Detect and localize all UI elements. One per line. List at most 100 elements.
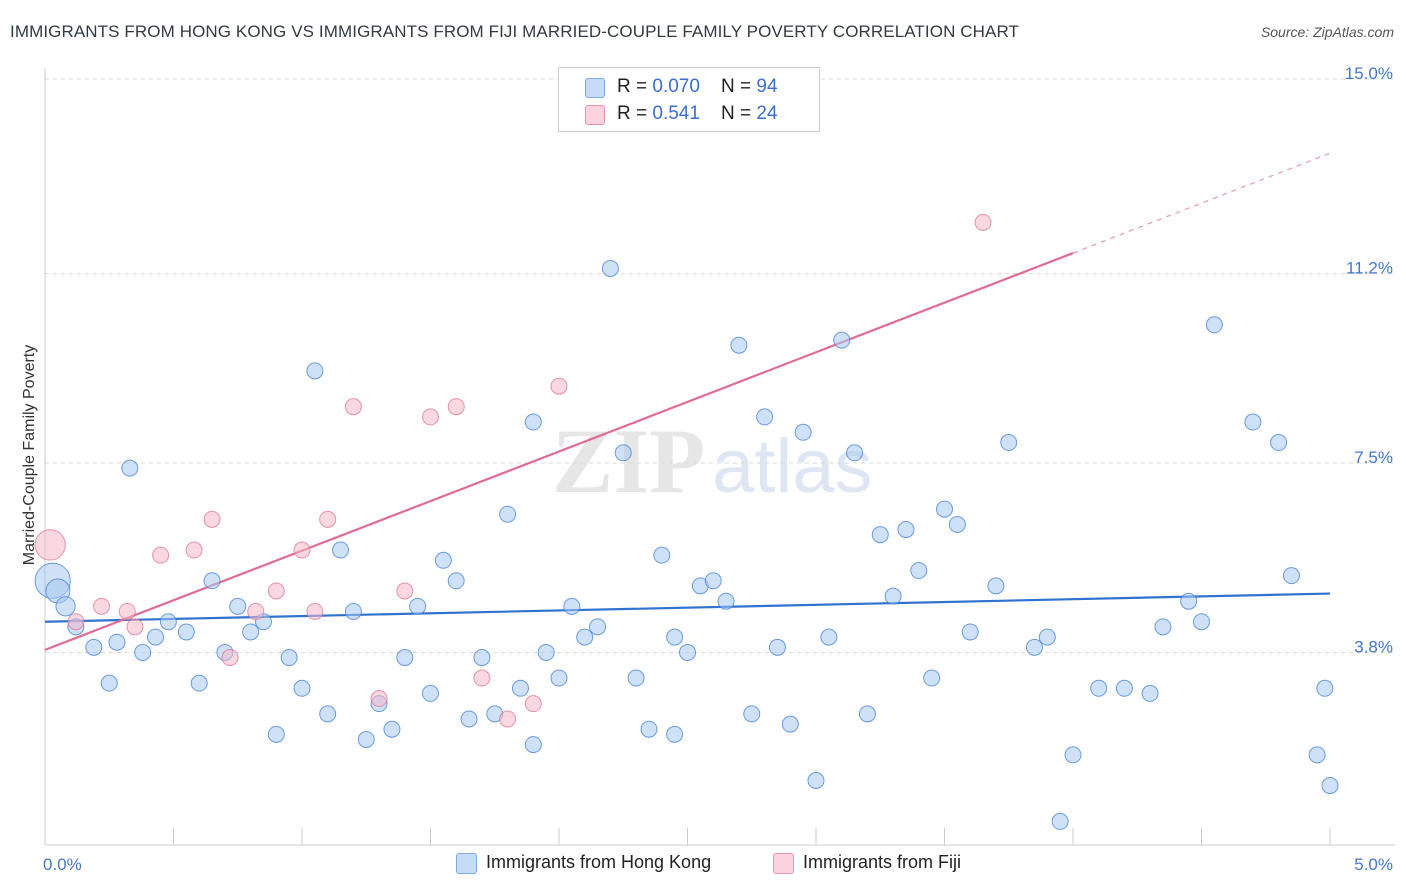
y-tick-label: 7.5% [1354, 448, 1393, 467]
y-tick-label: 11.2% [1346, 259, 1393, 278]
x-tick-label: 5.0% [1354, 855, 1393, 874]
hong-kong-point [319, 705, 337, 723]
hong-kong-point [1205, 316, 1223, 334]
fiji-point [550, 377, 568, 395]
hong-kong-point [422, 684, 439, 702]
fiji-trend-extension [1072, 152, 1331, 254]
hong-kong-point [1115, 679, 1133, 697]
hong-kong-point [1154, 618, 1172, 636]
hong-kong-point [589, 618, 607, 636]
fiji-point [126, 618, 144, 636]
hong-kong-point [666, 628, 684, 646]
fiji-trend-line [44, 252, 1074, 651]
fiji-point [185, 541, 203, 559]
hong-kong-point [627, 669, 645, 687]
hong-kong-point [473, 649, 491, 667]
hong-kong-point [1270, 434, 1288, 452]
hong-kong-point [55, 596, 76, 617]
hong-kong-point [100, 674, 118, 692]
hong-kong-point [781, 715, 799, 733]
hong-kong-point [447, 572, 465, 590]
axes [44, 68, 1395, 846]
y-tick-label: 15.0% [1345, 64, 1393, 83]
hong-kong-point [434, 551, 452, 569]
hong-kong-point [344, 602, 362, 620]
hong-kong-point [653, 546, 671, 564]
hong-kong-point [396, 649, 414, 667]
hong-kong-point [858, 705, 876, 723]
fiji-point [93, 597, 111, 615]
hong-kong-point [961, 623, 979, 641]
hong-kong-point [383, 720, 401, 738]
legend-n-label: N = [721, 103, 757, 124]
legend-r-value: 0.541 [652, 103, 700, 124]
fiji-point [118, 602, 136, 620]
hong-kong-point [229, 597, 247, 615]
fiji-point [499, 710, 517, 728]
data-points [34, 213, 1339, 830]
hong-kong-point [1321, 777, 1339, 795]
chart-title: IMMIGRANTS FROM HONG KONG VS IMMIGRANTS … [10, 22, 1020, 41]
hong-kong-point [897, 521, 915, 539]
fiji-point [203, 510, 221, 528]
fiji-point [396, 582, 414, 600]
hong-kong-point [1316, 679, 1334, 697]
hong-kong-point [871, 526, 889, 544]
watermark-zip: ZIP [552, 410, 705, 512]
hong-kong-point [807, 771, 825, 789]
hong-kong-point [1025, 638, 1043, 656]
hong-kong-point [242, 623, 260, 641]
hong-kong-point [717, 592, 735, 610]
hong-kong-point [267, 725, 285, 743]
hong-kong-point [409, 597, 427, 615]
hong-kong-point [1308, 746, 1326, 764]
hong-kong-point [524, 413, 542, 431]
hong-kong-point [1244, 413, 1262, 431]
source-label: Source: ZipAtlas.com [1260, 24, 1394, 40]
hong-kong-point [1180, 592, 1198, 610]
hong-kong-point [511, 679, 529, 697]
hong-kong-point [537, 643, 555, 661]
legend-swatch-hong-kong [585, 78, 605, 98]
hong-kong-point [846, 444, 864, 462]
fiji-point [319, 510, 337, 528]
gridlines [45, 78, 1395, 653]
hong-kong-point [614, 444, 632, 462]
hong-kong-point [794, 423, 812, 441]
hong-kong-point [948, 515, 966, 533]
legend-r-label: R = [617, 103, 653, 124]
hong-kong-point [159, 613, 177, 631]
legend-swatch-fiji [585, 105, 605, 125]
legend-r-value: 0.070 [652, 76, 700, 97]
hong-kong-point [550, 669, 568, 687]
hong-kong-point [280, 649, 298, 667]
hong-kong-point [190, 674, 208, 692]
fiji-point [67, 613, 85, 631]
hong-kong-point [85, 638, 103, 656]
fiji-point [152, 546, 170, 564]
hong-kong-point [640, 720, 658, 738]
watermark: ZIP atlas [552, 410, 873, 512]
hong-kong-point [910, 562, 928, 580]
fiji-point [974, 213, 992, 231]
bottom-legend-label-fiji: Immigrants from Fiji [803, 852, 962, 872]
hong-kong-point [1051, 812, 1069, 830]
fiji-point [34, 529, 66, 561]
hong-kong-point [357, 730, 375, 748]
x-tick-label: 0.0% [43, 855, 82, 874]
fiji-point [422, 408, 439, 426]
hong-kong-point [923, 669, 941, 687]
hong-kong-point [1282, 567, 1300, 585]
fiji-point [524, 695, 542, 713]
hong-kong-point [768, 638, 786, 656]
hong-kong-point [1193, 613, 1210, 631]
fiji-point [221, 649, 239, 667]
fiji-point [473, 669, 491, 687]
hong-kong-point [293, 679, 311, 697]
hong-kong-point [756, 408, 774, 426]
hong-kong-point [177, 623, 195, 641]
hong-kong-point [563, 597, 581, 615]
fiji-point [447, 398, 465, 416]
hong-kong-point [147, 628, 165, 646]
